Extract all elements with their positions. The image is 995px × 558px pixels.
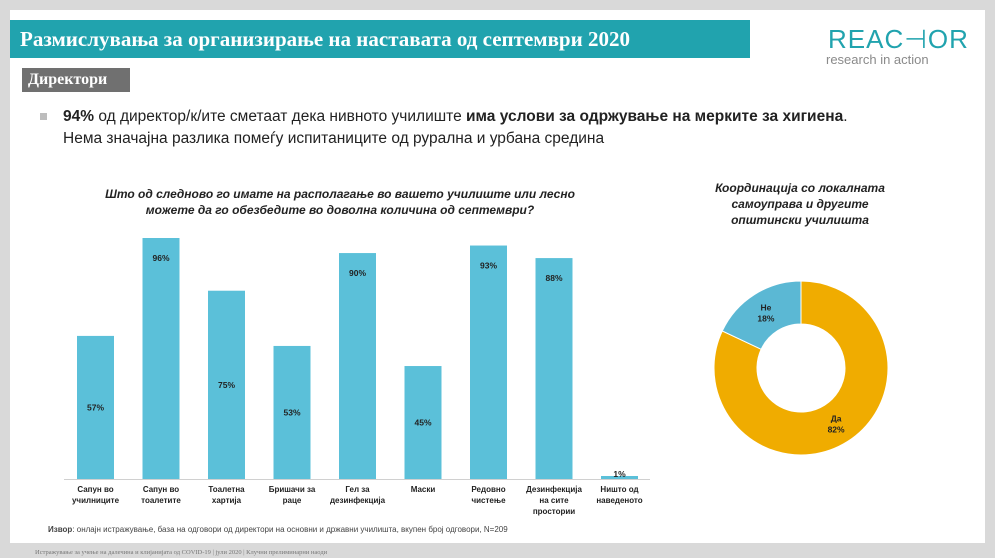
- category-tick-label: раце: [283, 496, 302, 505]
- category-tick-label: тоалетите: [141, 496, 181, 505]
- bar-data-label: 88%: [545, 273, 562, 283]
- bar-data-label: 57%: [87, 402, 104, 412]
- category-tick-label: Бришачи за: [269, 485, 316, 494]
- reactor-logo: REAC⊣OR research in action: [818, 24, 968, 68]
- donut-chart-title: Координација со локалната самоуправа и д…: [715, 181, 885, 227]
- source-label: Извор: [48, 525, 73, 534]
- source-text: : онлајн истражување, база на одговори о…: [72, 525, 508, 534]
- slice-name-label: Да: [831, 413, 842, 423]
- category-tick-label: Тоалетна: [208, 485, 245, 494]
- key-finding-text: 94% од директор/к/ите сметаат дека нивно…: [63, 106, 943, 150]
- key-finding-emphasis: има услови за одржување на мерките за хи…: [466, 108, 844, 125]
- bar: [535, 258, 573, 479]
- category-tick-label: простории: [533, 507, 575, 516]
- category-tick-label: Гел за: [345, 485, 370, 494]
- category-tick-label: Сапун во: [77, 485, 113, 494]
- bar-data-label: 93%: [480, 261, 497, 271]
- slice-name-label: Не: [760, 303, 771, 313]
- category-tick-label: Маски: [411, 485, 436, 494]
- key-finding-part-a: од директор/к/ите сметаат дека нивното у…: [94, 108, 467, 125]
- category-tick-label: чистење: [471, 496, 506, 505]
- bar: [470, 245, 507, 479]
- bar-data-label: 90%: [349, 268, 366, 278]
- category-tick-label: на сите: [539, 496, 569, 505]
- logo-tagline: research in action: [826, 52, 929, 67]
- bar-chart-title: Што од следново го имате на располагање …: [105, 187, 575, 217]
- section-label: Директори: [22, 68, 130, 92]
- donut-slice: [721, 280, 802, 350]
- logo-wordmark: REAC⊣OR: [828, 24, 969, 54]
- bar: [77, 335, 114, 479]
- key-finding-part-c: .: [843, 108, 848, 125]
- slice-value-label: 82%: [828, 424, 845, 434]
- key-finding-line-2: Нема значајна разлика помеѓу испитаницит…: [63, 130, 605, 147]
- bar-data-label: 75%: [218, 380, 235, 390]
- category-tick-label: наведеното: [596, 496, 642, 505]
- bullet-square-icon: [40, 113, 47, 120]
- bar-data-label: 53%: [283, 407, 300, 417]
- source-note: Извор: онлајн истражување, база на одгов…: [48, 525, 508, 534]
- bar: [273, 345, 311, 479]
- bar-data-label: 96%: [152, 253, 169, 263]
- donut-slice: [713, 280, 889, 456]
- category-tick-label: училниците: [72, 496, 120, 505]
- bar: [601, 476, 638, 479]
- bar: [142, 238, 180, 479]
- category-tick-label: дезинфекција: [330, 496, 386, 505]
- bar: [208, 290, 245, 479]
- category-tick-label: Сапун во: [143, 485, 179, 494]
- footer-text: Истражување за учење на далечина и клија…: [35, 549, 328, 556]
- slide-title: Размислувања за организирање на настават…: [10, 20, 750, 58]
- bar: [339, 253, 376, 479]
- bar-data-label: 1%: [613, 469, 626, 479]
- category-tick-label: Редовно: [471, 485, 505, 494]
- category-tick-label: хартија: [212, 496, 242, 505]
- key-finding-percent: 94%: [63, 108, 95, 125]
- category-tick-label: Ништо од: [600, 485, 638, 494]
- bar: [404, 366, 442, 479]
- bar-data-label: 45%: [414, 418, 431, 428]
- slice-value-label: 18%: [757, 314, 774, 324]
- category-tick-label: Дезинфекција: [526, 485, 582, 494]
